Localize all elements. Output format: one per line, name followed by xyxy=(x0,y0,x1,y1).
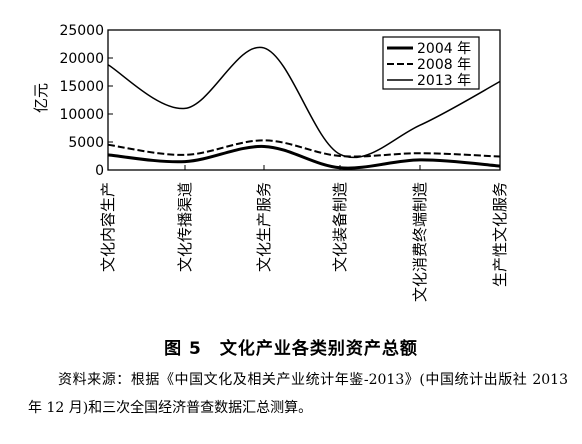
y-tick-label: 10000 xyxy=(59,107,104,123)
series-line-1 xyxy=(107,139,501,158)
y-tick-label: 5000 xyxy=(68,135,104,151)
x-tick-label: 文化消费终端制造 xyxy=(411,182,429,302)
y-tick-label: 20000 xyxy=(59,51,104,67)
x-tick-label: 文化内容生产 xyxy=(99,182,117,272)
x-tick-label: 生产性文化服务 xyxy=(491,182,509,287)
y-tick-label: 0 xyxy=(95,163,104,179)
series-line-0 xyxy=(107,144,501,170)
x-tick-label: 文化传播渠道 xyxy=(176,182,194,272)
legend-label: 2013 年 xyxy=(417,73,471,89)
x-tick-label: 文化装备制造 xyxy=(331,182,349,272)
plot-frame xyxy=(107,29,501,171)
y-tick-label: 25000 xyxy=(59,23,104,39)
y-axis-label: 亿元 xyxy=(32,83,50,113)
y-tick-label: 15000 xyxy=(59,79,104,95)
figure-caption: 图 5 文化产业各类别资产总额 xyxy=(164,339,418,359)
chart-series xyxy=(107,46,501,170)
x-tick-label: 文化生产服务 xyxy=(255,182,273,272)
legend-label: 2008 年 xyxy=(417,57,471,73)
legend-label: 2004 年 xyxy=(417,41,471,57)
source-note: 资料来源：根据《中国文化及相关产业统计年鉴-2013》(中国统计出版社 2013… xyxy=(28,372,568,416)
series-line-2 xyxy=(107,46,501,159)
